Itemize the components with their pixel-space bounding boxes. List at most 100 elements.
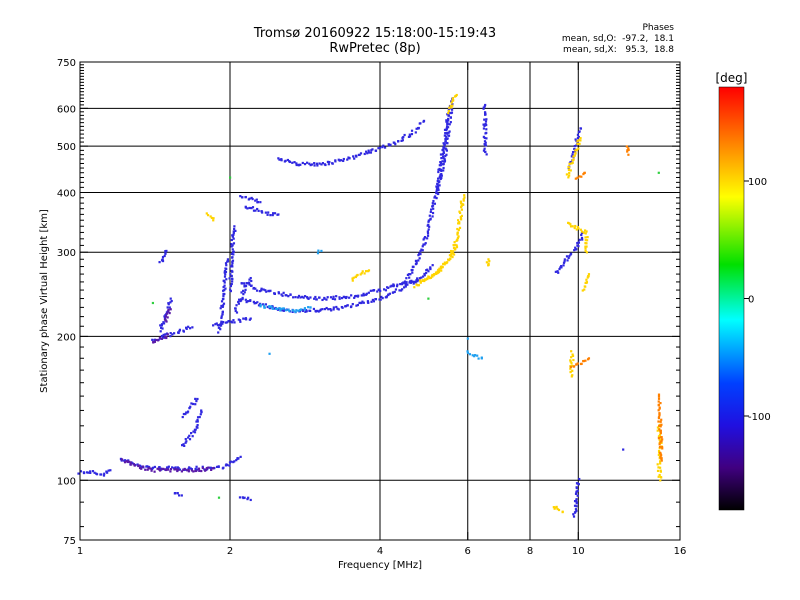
data-point	[254, 301, 257, 305]
data-point	[220, 304, 223, 308]
data-point	[384, 289, 388, 292]
data-point	[289, 293, 292, 296]
data-point	[383, 288, 386, 291]
data-point	[217, 326, 220, 329]
data-point	[196, 397, 199, 401]
data-point	[416, 284, 419, 287]
data-point	[571, 374, 574, 377]
data-point	[374, 298, 378, 301]
data-point	[217, 496, 221, 499]
data-point	[231, 235, 234, 238]
data-point	[315, 162, 318, 165]
data-point	[574, 149, 577, 152]
data-point	[392, 284, 396, 287]
data-point	[482, 106, 485, 109]
data-point	[581, 289, 584, 292]
data-point	[401, 282, 404, 285]
data-point	[450, 250, 453, 253]
data-point	[301, 309, 304, 313]
data-point	[230, 264, 234, 267]
data-point	[87, 471, 90, 474]
data-point	[426, 232, 430, 235]
data-point	[579, 228, 582, 231]
data-point	[560, 266, 563, 269]
data-point	[166, 316, 169, 319]
y-tick-label: 600	[57, 104, 76, 115]
data-point	[580, 233, 583, 237]
data-point	[185, 411, 188, 414]
data-point	[442, 146, 445, 149]
data-point	[331, 297, 334, 300]
data-point	[283, 160, 286, 163]
data-point	[583, 285, 586, 288]
data-point	[658, 407, 661, 410]
data-point	[435, 186, 439, 189]
data-point	[409, 273, 412, 276]
data-point	[567, 168, 571, 172]
data-point	[222, 466, 225, 469]
data-point	[417, 254, 420, 257]
data-point	[392, 291, 395, 294]
data-point	[353, 157, 356, 160]
data-point	[556, 507, 559, 511]
data-point	[286, 158, 290, 162]
data-point	[346, 304, 349, 307]
data-point	[167, 309, 170, 313]
data-point	[350, 294, 353, 297]
data-point	[170, 299, 173, 303]
data-point	[156, 339, 160, 342]
data-point	[404, 282, 408, 286]
data-point	[484, 122, 487, 126]
data-point	[583, 171, 586, 174]
data-point	[577, 245, 580, 248]
data-point	[244, 298, 247, 301]
data-point	[278, 158, 281, 161]
data-point	[418, 279, 422, 282]
data-point	[452, 253, 456, 256]
data-point	[577, 139, 580, 142]
data-point	[659, 432, 662, 435]
data-point	[429, 276, 433, 279]
y-axis-label: Stationary phase Virtual Height [km]	[39, 209, 50, 393]
data-point	[186, 410, 190, 413]
data-point	[344, 305, 348, 308]
data-point	[435, 188, 438, 191]
data-point	[171, 466, 174, 469]
data-point	[162, 322, 166, 325]
data-point	[576, 143, 579, 146]
data-point	[447, 118, 450, 122]
data-point	[193, 431, 197, 434]
data-point	[338, 159, 341, 162]
data-point	[309, 296, 312, 299]
data-point	[325, 298, 328, 301]
data-point	[436, 192, 440, 196]
data-point	[259, 305, 262, 308]
data-point	[219, 323, 222, 326]
y-tick-label: 500	[57, 142, 76, 153]
data-point	[295, 309, 298, 312]
data-point	[563, 258, 566, 261]
data-point	[364, 270, 368, 273]
data-point	[173, 332, 176, 335]
chart-subtitle: RwPretec (8p)	[329, 41, 421, 56]
data-point	[660, 457, 663, 460]
grid-lines	[80, 62, 680, 540]
data-point	[196, 418, 199, 422]
data-point	[307, 297, 310, 300]
data-point	[165, 312, 169, 315]
data-point	[160, 326, 163, 329]
data-point	[417, 284, 421, 287]
data-point	[233, 321, 236, 324]
data-point	[252, 287, 255, 290]
data-point	[298, 308, 301, 312]
data-point	[164, 468, 167, 471]
data-point	[457, 228, 460, 232]
data-point	[222, 297, 225, 300]
data-point	[443, 263, 446, 266]
data-point	[249, 498, 252, 502]
data-point	[568, 166, 571, 169]
data-point	[414, 131, 417, 134]
data-point	[586, 236, 589, 239]
data-point	[237, 302, 240, 305]
data-point	[163, 318, 167, 321]
